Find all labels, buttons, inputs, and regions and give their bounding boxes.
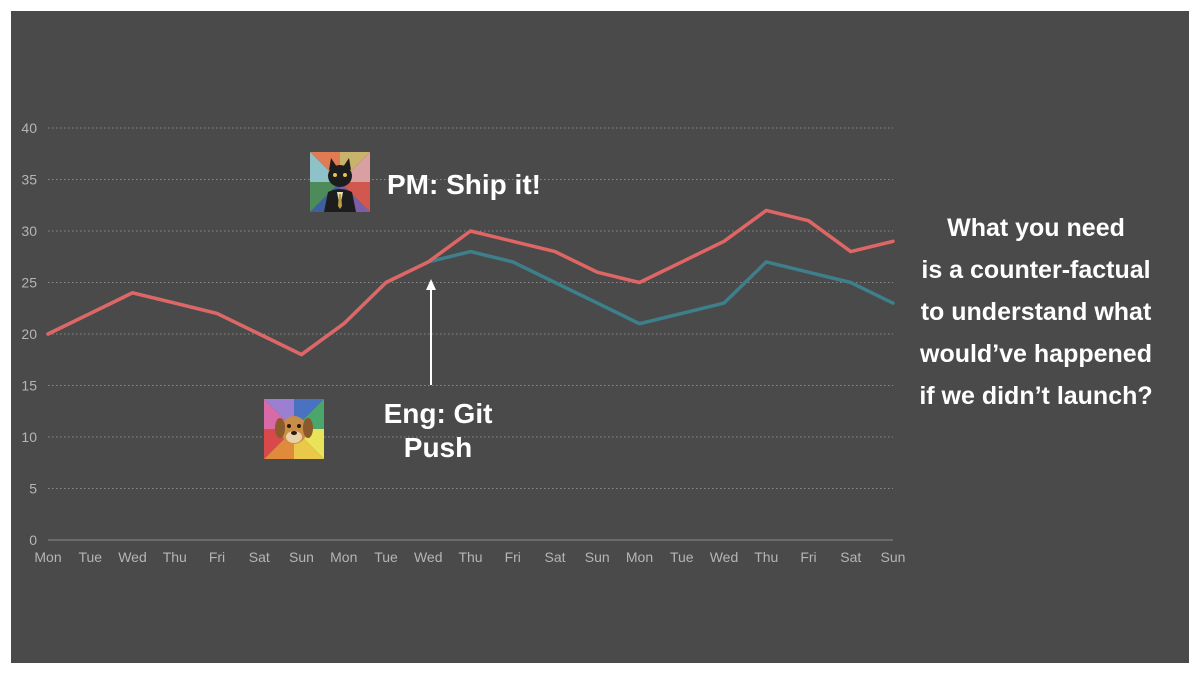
x-tick-label: Wed <box>118 549 147 565</box>
x-tick-label: Wed <box>710 549 739 565</box>
y-tick-label: 25 <box>21 275 37 291</box>
y-tick-label: 15 <box>21 378 37 394</box>
x-tick-label: Thu <box>754 549 778 565</box>
y-axis-ticks: 0 5 10 15 20 25 30 35 40 <box>21 120 37 548</box>
y-tick-label: 40 <box>21 120 37 136</box>
note-line-4: would’ve happened <box>920 340 1152 368</box>
y-tick-label: 20 <box>21 326 37 342</box>
note-line-5: if we didn’t launch? <box>919 382 1153 410</box>
eng-annotation: Eng: Git Push <box>373 397 503 465</box>
launch-arrow <box>426 279 436 385</box>
pm-annotation: PM: Ship it! <box>387 169 541 200</box>
y-tick-label: 5 <box>29 481 37 497</box>
series-lines <box>46 208 895 357</box>
series-line-2 <box>46 208 895 357</box>
x-tick-label: Mon <box>34 549 61 565</box>
business-cat-icon <box>310 152 370 212</box>
x-tick-label: Tue <box>78 549 102 565</box>
slide: 0 5 10 15 20 25 30 35 40 Mon Tue Wed Thu Fri Sat Sun Mo… <box>11 11 1189 663</box>
x-tick-label: Thu <box>458 549 482 565</box>
x-tick-label: Sun <box>881 549 906 565</box>
grid-lines <box>48 127 893 541</box>
eng-annotation-line-2: Push <box>403 432 473 463</box>
launch-arrow-head <box>426 279 436 290</box>
x-tick-label: Fri <box>800 549 816 565</box>
x-tick-label: Sat <box>840 549 861 565</box>
y-tick-label: 30 <box>21 223 37 239</box>
x-tick-label: Sun <box>289 549 314 565</box>
x-tick-label: Tue <box>670 549 694 565</box>
x-tick-label: Mon <box>330 549 357 565</box>
x-tick-label: Sun <box>585 549 610 565</box>
x-tick-label: Thu <box>163 549 187 565</box>
advice-dog-icon <box>264 399 324 459</box>
eng-annotation-line-1: Eng: Git <box>383 398 493 429</box>
x-axis-ticks: Mon Tue Wed Thu Fri Sat Sun Mon Tue Wed Thu Fri Sat S… <box>34 549 905 565</box>
x-tick-label: Fri <box>209 549 225 565</box>
y-tick-label: 0 <box>29 532 37 548</box>
x-tick-label: Sat <box>249 549 270 565</box>
x-tick-label: Wed <box>414 549 443 565</box>
note-line-1: What you need <box>947 214 1125 242</box>
note-line-2: is a counter-factual <box>921 256 1151 284</box>
note-line-3: to understand what <box>920 298 1152 326</box>
x-tick-label: Tue <box>374 549 398 565</box>
x-tick-label: Sat <box>544 549 565 565</box>
counterfactual-note: What you need is a counter-factual to un… <box>901 207 1171 417</box>
y-tick-label: 35 <box>21 172 37 188</box>
x-tick-label: Fri <box>505 549 521 565</box>
x-tick-label: Mon <box>626 549 653 565</box>
y-tick-label: 10 <box>21 429 37 445</box>
